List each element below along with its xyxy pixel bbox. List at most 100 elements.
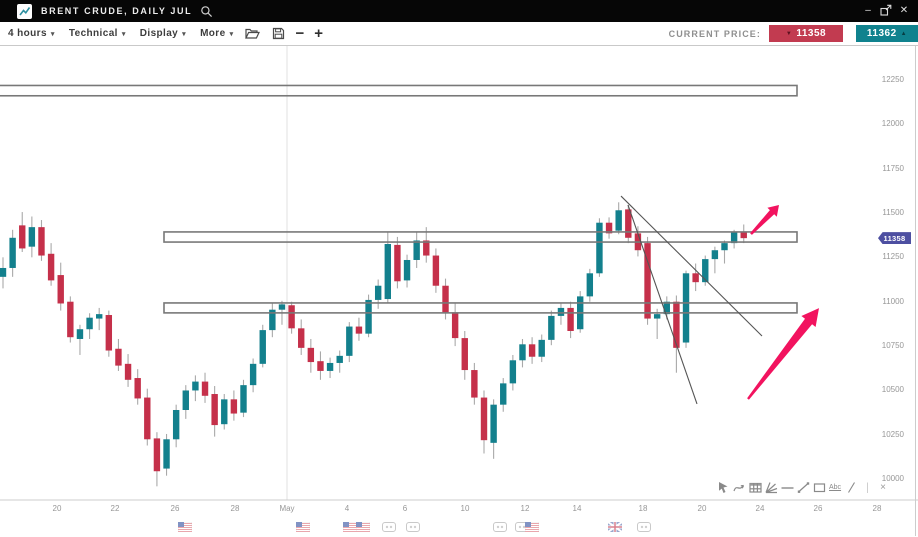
candle — [134, 369, 141, 405]
candle — [509, 354, 517, 391]
slash-tool-icon[interactable] — [844, 480, 858, 494]
candle — [172, 404, 180, 448]
display-label: Display — [139, 28, 179, 39]
candle — [336, 350, 343, 373]
candle — [471, 362, 478, 405]
candle — [211, 386, 218, 437]
open-folder-icon[interactable] — [245, 27, 261, 40]
more-label: More — [200, 28, 226, 39]
candle — [192, 375, 199, 402]
app-logo-chart-icon — [17, 3, 32, 19]
grid-tool-icon[interactable] — [748, 480, 762, 494]
y-axis-label: 10000 — [881, 474, 904, 484]
candle — [711, 246, 719, 274]
chevron-down-icon: ▾ — [121, 30, 126, 38]
price-zone-box[interactable] — [0, 84, 798, 97]
candle — [605, 217, 613, 239]
x-axis-label: 28 — [230, 504, 240, 513]
candle — [47, 243, 55, 286]
candle — [124, 354, 132, 387]
price-zone-box[interactable] — [163, 302, 798, 314]
candle — [201, 372, 209, 403]
candle — [480, 390, 488, 454]
price-down-icon: ▼ — [785, 30, 793, 37]
zoom-in-button[interactable]: + — [314, 24, 324, 42]
current-price-label: CURRENT PRICE: — [668, 28, 761, 39]
us-flag-icon[interactable] — [524, 519, 540, 533]
window-controls: – ✕ — [862, 4, 910, 19]
instrument-title: BRENT CRUDE, DAILY JUL — [41, 6, 193, 16]
bid-price-badge: ▼ 11358 — [769, 25, 843, 42]
x-axis-label: 22 — [110, 504, 120, 513]
trendline[interactable] — [627, 204, 698, 405]
candle — [346, 322, 353, 363]
display-dropdown[interactable]: Display ▾ — [140, 28, 186, 39]
rectangle-tool-icon[interactable] — [812, 480, 826, 494]
trendline[interactable] — [620, 195, 763, 337]
candle — [528, 337, 536, 364]
pink-arrow[interactable] — [747, 308, 819, 400]
restore-icon[interactable] — [880, 4, 892, 19]
generic-flag-icon[interactable] — [637, 519, 651, 532]
divider-tool-icon — [860, 480, 874, 494]
candle — [115, 338, 122, 371]
uk-flag-icon[interactable] — [607, 519, 623, 533]
trend-line-tool-icon[interactable] — [796, 480, 810, 494]
candle — [182, 385, 189, 419]
candle — [692, 263, 699, 292]
y-axis-label: 12000 — [881, 119, 904, 129]
freehand-arrow-tool-icon[interactable] — [732, 480, 746, 494]
chart-toolbar: 4 hours ▾ Technical ▾ Display ▾ More ▾ −… — [0, 22, 918, 46]
zoom-out-button[interactable]: − — [295, 24, 305, 42]
candle — [355, 317, 363, 341]
text-tool-icon[interactable]: Abc — [829, 483, 842, 491]
candle — [625, 204, 632, 244]
candle — [721, 240, 728, 264]
us-flag-icon[interactable] — [177, 519, 193, 533]
candle — [653, 308, 661, 339]
us-flag-icon[interactable] — [295, 519, 311, 533]
x-axis-label: 20 — [52, 504, 62, 513]
technical-dropdown[interactable]: Technical ▾ — [69, 28, 126, 39]
price-zone-box[interactable] — [163, 231, 798, 243]
candle — [298, 319, 305, 355]
more-dropdown[interactable]: More ▾ — [200, 28, 233, 39]
x-axis-label: 18 — [638, 504, 648, 513]
candle — [413, 231, 420, 268]
close-button[interactable]: ✕ — [899, 5, 909, 16]
candle — [163, 433, 170, 476]
candle — [673, 295, 680, 373]
minimize-button[interactable]: – — [865, 5, 871, 16]
candle — [105, 310, 113, 357]
candle — [730, 229, 738, 249]
search-icon[interactable] — [200, 5, 213, 18]
candle — [96, 307, 103, 331]
candle — [374, 279, 382, 309]
fan-lines-tool-icon[interactable] — [764, 480, 778, 494]
x-axis-label: 28 — [872, 504, 882, 513]
ask-price-badge: 11362 ▲ — [856, 25, 918, 42]
x-axis-label: 26 — [170, 504, 180, 513]
x-axis-label: 10 — [460, 504, 470, 513]
cursor-tool-icon[interactable] — [716, 480, 730, 494]
candle — [221, 394, 228, 430]
generic-flag-icon[interactable] — [406, 519, 420, 532]
delete-tool-icon[interactable]: × — [880, 481, 886, 493]
candle — [384, 231, 391, 304]
us-flag-icon[interactable] — [355, 519, 371, 533]
y-axis-label: 10250 — [881, 429, 904, 439]
candle — [76, 324, 84, 355]
save-icon[interactable] — [272, 27, 285, 40]
candle — [19, 212, 26, 252]
generic-flag-icon[interactable] — [493, 519, 507, 532]
timeframe-dropdown[interactable]: 4 hours ▾ — [8, 28, 55, 39]
candle — [432, 248, 440, 293]
y-axis-label: 11000 — [882, 296, 904, 306]
candle — [586, 268, 594, 302]
us-flag-icon[interactable] — [342, 519, 358, 533]
horizontal-line-tool-icon[interactable] — [780, 480, 794, 494]
pink-arrow[interactable] — [750, 205, 779, 235]
generic-flag-icon[interactable] — [382, 519, 396, 532]
